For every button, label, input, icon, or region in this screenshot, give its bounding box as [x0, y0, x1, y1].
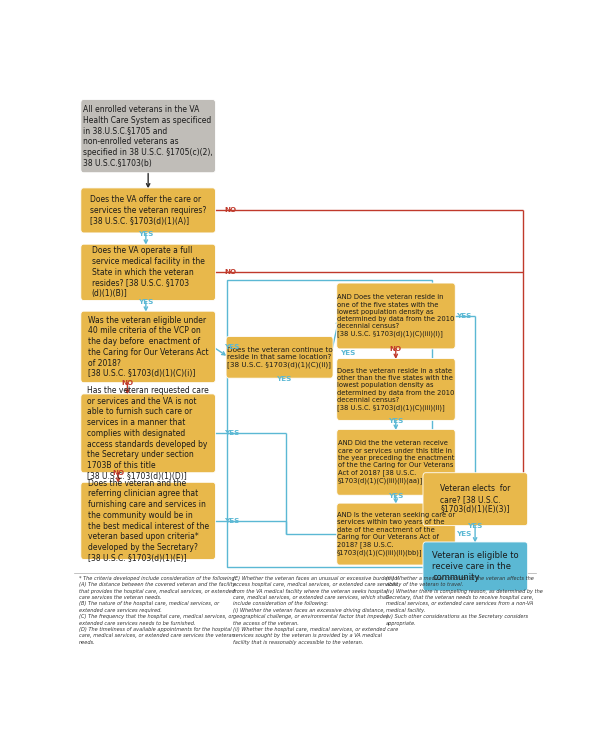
Text: YES: YES — [224, 344, 240, 349]
FancyBboxPatch shape — [337, 283, 455, 349]
FancyBboxPatch shape — [81, 188, 215, 233]
FancyBboxPatch shape — [81, 311, 215, 382]
Text: Was the veteran eligible under
40 mile criteria of the VCP on
the day before  en: Was the veteran eligible under 40 mile c… — [88, 316, 208, 379]
Text: YES: YES — [138, 298, 154, 305]
Text: NO: NO — [224, 208, 236, 213]
Text: Does the VA operate a full
service medical facility in the
State in which the ve: Does the VA operate a full service medic… — [92, 246, 205, 298]
FancyBboxPatch shape — [337, 358, 455, 420]
Text: AND Is the veteran seeking care or
services within two years of the
date of the : AND Is the veteran seeking care or servi… — [337, 512, 455, 556]
FancyBboxPatch shape — [226, 336, 333, 378]
FancyBboxPatch shape — [81, 394, 215, 473]
Text: YES: YES — [388, 418, 403, 424]
FancyBboxPatch shape — [81, 99, 215, 173]
Text: YES: YES — [138, 231, 154, 237]
Text: YES: YES — [456, 531, 471, 537]
Text: YES: YES — [224, 518, 240, 524]
Text: NO: NO — [112, 470, 124, 477]
Text: NO: NO — [121, 380, 133, 386]
FancyBboxPatch shape — [423, 542, 528, 591]
Text: Veteran is eligible to
receive care in the
community: Veteran is eligible to receive care in t… — [432, 551, 519, 582]
FancyBboxPatch shape — [81, 244, 215, 300]
Text: Does the veteran continue to
reside in that same location?
[38 U.S.C. §1703(d)(1: Does the veteran continue to reside in t… — [227, 346, 333, 368]
Text: AND Does the veteran reside in
one of the five states with the
lowest population: AND Does the veteran reside in one of th… — [337, 295, 455, 338]
Text: Veteran elects  for
care? [38 U.S.C.
§1703(d)(1)(E)(3)]: Veteran elects for care? [38 U.S.C. §170… — [440, 484, 511, 515]
FancyBboxPatch shape — [337, 429, 455, 495]
Text: Does the veteran reside in a state
other than the five states with the
lowest po: Does the veteran reside in a state other… — [337, 368, 455, 411]
Text: YES: YES — [340, 350, 355, 357]
Text: Has the veteran requested care
or services and the VA is not
able to furnish suc: Has the veteran requested care or servic… — [87, 386, 209, 481]
Text: NO: NO — [390, 346, 402, 352]
Text: AND Did the the veteran receive
care or services under this title in
the year pr: AND Did the the veteran receive care or … — [338, 441, 454, 484]
FancyBboxPatch shape — [423, 473, 528, 526]
FancyBboxPatch shape — [81, 482, 215, 559]
Text: YES: YES — [277, 376, 292, 382]
Text: YES: YES — [456, 314, 471, 319]
FancyBboxPatch shape — [337, 503, 455, 565]
Text: YES: YES — [388, 493, 403, 499]
Text: (iii) Whether a medical condition of the veteran affects the
ability of the vete: (iii) Whether a medical condition of the… — [386, 576, 543, 626]
Text: Does the veteran and the
referring clinician agree that
furnishing care and serv: Does the veteran and the referring clini… — [87, 479, 209, 563]
Text: Does the VA offer the care or
services the veteran requires?
[38 U.S.C. §1703(d): Does the VA offer the care or services t… — [90, 195, 206, 226]
Text: NO: NO — [224, 269, 236, 276]
Text: (E) Whether the veteran faces an unusual or excessive burden to
access hospital : (E) Whether the veteran faces an unusual… — [233, 576, 399, 645]
Text: All enrolled veterans in the VA
Health Care System as specificed
in 38.U.S.C.§17: All enrolled veterans in the VA Health C… — [83, 105, 213, 167]
Text: YES: YES — [224, 431, 240, 436]
Text: * The criteria developed include consideration of the following:
(A) The distanc: * The criteria developed include conside… — [79, 576, 236, 645]
Text: YES: YES — [468, 523, 483, 529]
